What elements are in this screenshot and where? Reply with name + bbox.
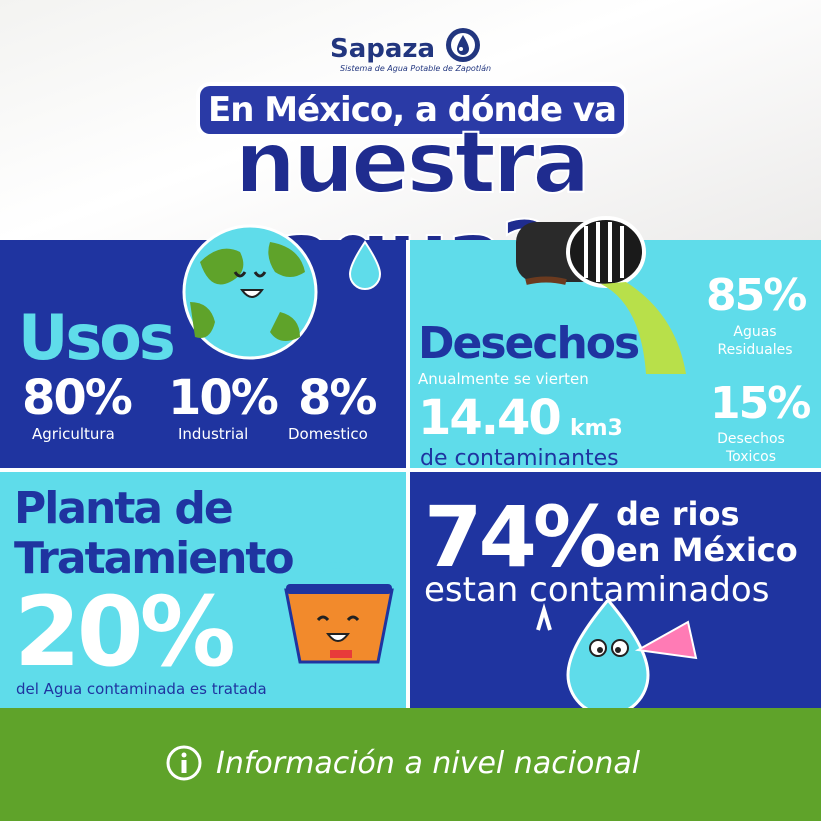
aguas-residuales-label-l1: Aguas [733,324,777,340]
aguas-residuales-value: 85% [706,270,807,321]
desechos-toxicos-label: Desechos Toxicos [696,430,806,466]
header: Sapaza Sistema de Agua Potable de Zapotl… [0,0,821,299]
rios-value: 74% [424,488,617,586]
sewage-pipe-icon [516,216,686,374]
desechos-subtitle: Anualmente se vierten [418,370,589,388]
planta-value: 20% [14,576,236,688]
rios-line-1: de rios [616,495,740,533]
earth-character-icon [182,224,382,360]
usos-industrial-label: Industrial [178,425,249,443]
rios-line-3: estan contaminados [424,570,770,610]
usos-title: Usos [18,301,176,374]
usos-agricultura-label: Agricultura [32,425,115,443]
info-icon [166,745,202,781]
footer-text: Información a nivel nacional [216,746,641,781]
desechos-amount-caption: de contaminantes [420,446,619,471]
desechos-toxicos-label-l1: Desechos [717,431,785,447]
rios-line-2: en México [616,531,798,569]
planta-title-line-2: Tratamiento [14,533,295,584]
logo-subtitle: Sistema de Agua Potable de Zapotlán [340,64,492,73]
aguas-residuales-label: Aguas Residuales [700,323,810,359]
title-line-1: En México, a dónde va [207,90,617,130]
water-drop-logo-icon [446,28,480,62]
logo-name: Sapaza [330,34,436,64]
desechos-amount: 14.40 [418,390,562,446]
water-drop-character-icon [536,600,698,708]
desechos-title: Desechos [418,318,640,369]
bucket-character-icon [284,562,394,664]
planta-title: Planta de Tratamiento [14,483,295,584]
desechos-toxicos-label-l2: Toxicos [725,449,777,465]
usos-agricultura-value: 80% [22,370,133,426]
planta-caption: del Agua contaminada es tratada [16,680,267,698]
vertical-divider [406,240,410,708]
title-banner [200,86,624,134]
planta-title-line-1: Planta de [14,483,234,534]
usos-industrial-value: 10% [168,370,279,426]
horizontal-divider [0,468,821,472]
usos-domestico-label: Domestico [288,425,368,443]
aguas-residuales-label-l2: Residuales [717,342,793,358]
desechos-unit: km3 [570,416,623,441]
desechos-toxicos-value: 15% [710,378,811,429]
usos-domestico-value: 8% [298,370,377,426]
footer [0,708,821,821]
